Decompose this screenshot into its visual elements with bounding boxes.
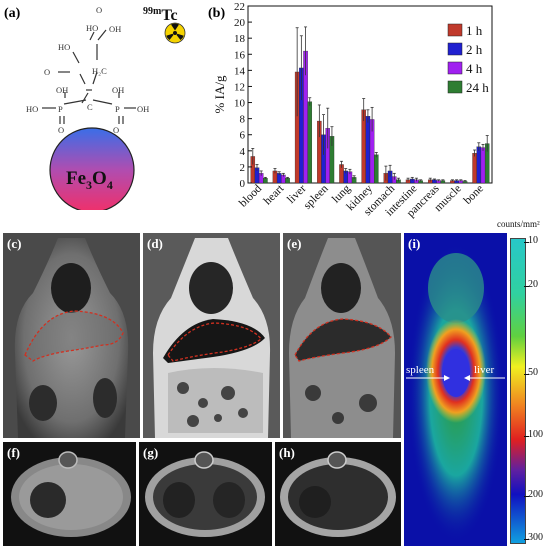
y-tick-label: 4: [240, 146, 246, 158]
color-scale-bar: [510, 238, 526, 544]
bar-liver-24h: [307, 101, 313, 184]
scale-tick-label: 50: [528, 367, 538, 378]
atom-o2: O: [44, 67, 50, 77]
y-tick-label: 10: [234, 98, 246, 110]
legend-swatch: [447, 42, 463, 56]
mri-coronal-d: (d): [143, 233, 280, 438]
atom-o1: O: [96, 5, 102, 15]
y-tick-label: 18: [234, 33, 246, 45]
legend-label: 24 h: [466, 80, 489, 95]
panel-label-e: (e): [287, 236, 302, 251]
category-label: heart: [262, 182, 287, 207]
atom-oh2: OH: [112, 85, 124, 95]
legend-label: 2 h: [466, 42, 483, 57]
y-tick-label: 14: [234, 65, 246, 77]
bar-bone-1h: [472, 153, 477, 184]
panel-label-h: (h): [279, 445, 295, 460]
atom-ho2: HO: [58, 42, 70, 52]
atom-h2c: H₂C: [92, 66, 107, 76]
core-label: Fe3O4: [66, 168, 113, 192]
panel-label-d: (d): [147, 236, 163, 251]
legend-swatch: [447, 23, 463, 37]
mri-axial-f: (f): [3, 442, 136, 546]
scale-tick-mark: [524, 374, 529, 375]
scale-tick-label: 300: [528, 532, 543, 543]
atom-ho1: HO: [86, 23, 98, 33]
scale-tick-mark: [524, 496, 529, 497]
panel-label-i: (i): [408, 236, 421, 251]
y-tick-label: 12: [234, 81, 245, 93]
scale-tick-label: 20: [528, 279, 538, 290]
mri-coronal-c: (c): [3, 233, 140, 438]
scintigraphy-image: spleen liver (i): [404, 233, 507, 546]
liver-outline: [294, 318, 392, 362]
scale-tick-label: 10: [528, 235, 538, 246]
panel-label-a: (a): [4, 6, 21, 21]
panel-label-g: (g): [143, 445, 159, 460]
liver-outline: [24, 310, 124, 362]
y-axis-label: % IA/g: [212, 75, 227, 113]
mri-axial-g: (g): [139, 442, 272, 546]
atom-oh3: OH: [56, 85, 68, 95]
category-label: spleen: [301, 182, 330, 211]
y-tick-label: 6: [240, 130, 246, 142]
bar-bone-2h: [476, 146, 482, 184]
y-tick-label: 0: [240, 178, 246, 190]
y-tick-label: 16: [234, 49, 246, 61]
molecule-diagram: HO O OH O HO H₂C OH OH P C P HO OH O O F…: [26, 5, 186, 210]
fe3o4-core: [49, 127, 135, 210]
atom-oh4: OH: [137, 104, 149, 114]
atom-ho3: HO: [26, 104, 38, 114]
atom-c: C: [87, 102, 93, 112]
radiation-icon: [164, 22, 186, 44]
scale-unit-label: counts/mm²: [497, 219, 540, 229]
scale-tick-label: 200: [528, 489, 543, 500]
legend-swatch: [447, 80, 463, 94]
mri-axial-h: (h): [275, 442, 401, 546]
liver-label: liver: [474, 364, 494, 376]
spleen-label: spleen: [406, 364, 435, 376]
bar-kidney-24h: [374, 154, 379, 184]
scale-tick-mark: [524, 436, 529, 437]
panel-label-f: (f): [7, 445, 20, 460]
bar-kidney-2h: [365, 116, 371, 184]
atom-o3: O: [58, 125, 64, 135]
legend-label: 4 h: [466, 61, 483, 76]
legend-label: 1 h: [466, 23, 483, 38]
panel-label-b: (b): [208, 6, 226, 21]
atom-p2: P: [115, 104, 120, 114]
atom-o4: O: [113, 125, 119, 135]
legend-swatch: [447, 61, 463, 75]
y-tick-label: 20: [234, 17, 246, 29]
atom-p1: P: [58, 104, 63, 114]
liver-outline: [167, 322, 262, 362]
category-label: bone: [462, 183, 486, 207]
y-tick-label: 22: [234, 1, 245, 13]
y-tick-label: 8: [240, 114, 246, 126]
bar-bone-4h: [480, 147, 486, 184]
y-tick-label: 2: [240, 162, 246, 174]
scale-tick-mark: [524, 539, 529, 540]
panel-label-c: (c): [7, 236, 22, 251]
atom-oh1: OH: [109, 24, 121, 34]
mri-coronal-e: (e): [283, 233, 401, 438]
scale-tick-mark: [524, 242, 529, 243]
isotope-label: 99mTc: [143, 6, 178, 24]
scale-tick-mark: [524, 286, 529, 287]
scale-tick-label: 100: [528, 429, 543, 440]
